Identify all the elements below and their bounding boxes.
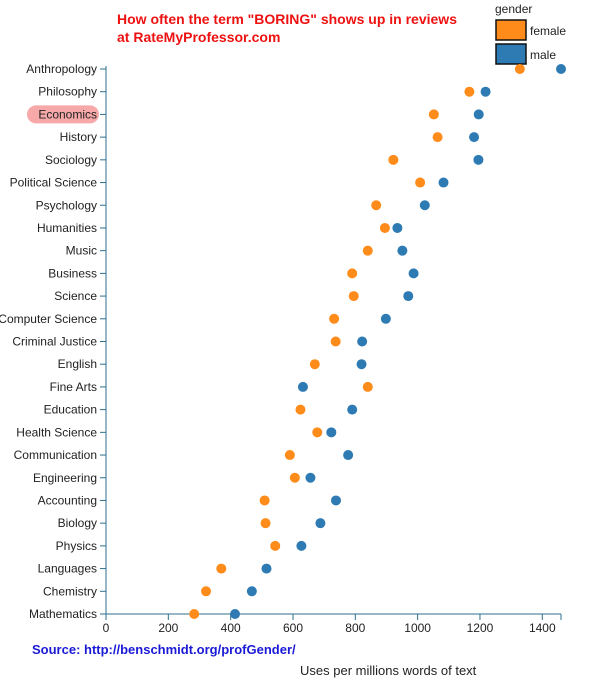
y-tick-label: Business (48, 266, 97, 280)
legend-swatch-female (495, 19, 527, 41)
point-female (432, 132, 443, 143)
y-tick-label: Humanities (37, 221, 97, 235)
source-credit: Source: http://benschmidt.org/profGender… (32, 642, 296, 657)
point-female (260, 518, 271, 529)
point-female (289, 472, 300, 483)
point-male (473, 109, 484, 120)
point-male (438, 177, 449, 188)
y-tick-label: English (58, 357, 97, 371)
chart-title-line-1: How often the term "BORING" shows up in … (117, 11, 457, 27)
x-tick-label: 1200 (467, 621, 494, 635)
point-female (216, 563, 227, 574)
y-tick-label: Health Science (16, 425, 97, 439)
point-male (343, 450, 354, 461)
point-male (357, 336, 368, 347)
point-male (326, 427, 337, 438)
point-male (330, 495, 341, 506)
point-male (296, 540, 307, 551)
point-female (371, 200, 382, 211)
legend-label-male: male (530, 48, 556, 62)
y-tick-label: Anthropology (26, 62, 97, 76)
y-tick-label: Mathematics (29, 607, 97, 621)
point-female (201, 586, 212, 597)
point-male (556, 64, 566, 74)
y-tick-label: Computer Science (0, 312, 97, 326)
point-female (362, 245, 373, 256)
category-highlight (27, 105, 99, 124)
point-female (415, 177, 426, 188)
x-axis-title: Uses per millions words of text (300, 663, 477, 678)
y-tick-label: Criminal Justice (12, 335, 97, 349)
point-male (297, 381, 308, 392)
point-male (380, 313, 391, 324)
point-female (189, 609, 200, 619)
legend-label-female: female (530, 24, 566, 38)
point-female (330, 336, 341, 347)
y-tick-label: Education (44, 403, 97, 417)
y-tick-label: Accounting (38, 493, 97, 507)
point-male (408, 268, 419, 279)
point-male (480, 86, 491, 97)
point-female (284, 450, 295, 461)
point-male (392, 222, 403, 233)
y-tick-label: Communication (14, 448, 97, 462)
y-tick-label: Sociology (45, 153, 97, 167)
point-female (295, 404, 306, 415)
point-male (469, 132, 480, 143)
x-tick-label: 0 (103, 621, 110, 635)
y-tick-label: Chemistry (43, 584, 97, 598)
y-tick-label: Languages (38, 562, 97, 576)
y-tick-label: Engineering (33, 471, 97, 485)
point-male (305, 472, 316, 483)
y-tick-label: Biology (58, 516, 97, 530)
point-female (270, 540, 281, 551)
x-tick-label: 400 (221, 621, 241, 635)
point-female (362, 381, 373, 392)
point-male (315, 518, 326, 529)
point-male (347, 404, 358, 415)
legend-swatch-male (495, 43, 527, 65)
point-male (419, 200, 430, 211)
point-female (259, 495, 270, 506)
point-male (397, 245, 408, 256)
point-male (473, 154, 484, 165)
point-male (403, 291, 414, 302)
y-tick-label: Fine Arts (50, 380, 97, 394)
point-female (464, 86, 475, 97)
point-male (356, 359, 367, 370)
point-male (246, 586, 257, 597)
y-tick-label: History (60, 130, 97, 144)
point-female (329, 313, 340, 324)
point-female (312, 427, 323, 438)
y-tick-label: Music (66, 244, 97, 258)
y-tick-label: Political Science (10, 176, 98, 190)
point-female (379, 222, 390, 233)
x-tick-label: 1400 (529, 621, 556, 635)
x-tick-label: 600 (283, 621, 303, 635)
point-female (309, 359, 320, 370)
y-tick-label: Science (54, 289, 97, 303)
point-female (428, 109, 439, 120)
x-tick-label: 800 (345, 621, 365, 635)
y-tick-label: Psychology (36, 198, 97, 212)
y-tick-label: Economics (38, 107, 97, 121)
chart-title-line-2: at RateMyProfessor.com (117, 29, 280, 45)
point-male (261, 563, 272, 574)
point-female (388, 154, 399, 165)
x-tick-label: 200 (158, 621, 178, 635)
y-tick-label: Physics (56, 539, 97, 553)
y-tick-label: Philosophy (38, 85, 97, 99)
point-female (514, 64, 525, 74)
point-female (348, 291, 359, 302)
x-tick-label: 1000 (404, 621, 431, 635)
legend-title: gender (495, 2, 532, 16)
point-female (347, 268, 358, 279)
point-male (230, 609, 241, 619)
